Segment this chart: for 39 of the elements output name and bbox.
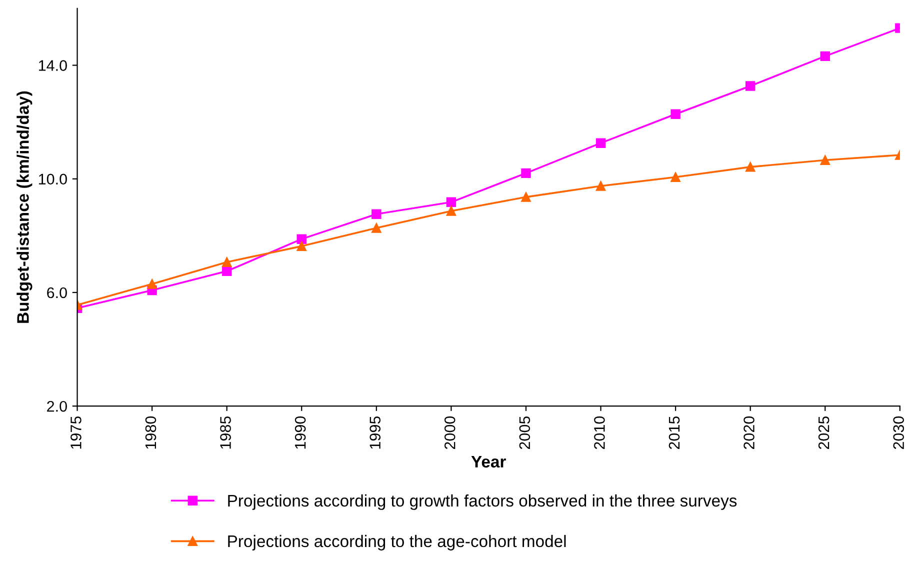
point bbox=[147, 279, 157, 289]
x-tick-label: 2030 bbox=[893, 416, 904, 450]
point bbox=[670, 172, 680, 182]
x-tick-label: 1995 bbox=[370, 416, 381, 449]
point bbox=[372, 209, 382, 219]
y-tick-label: 10.0 bbox=[38, 174, 67, 185]
point bbox=[222, 266, 232, 276]
point bbox=[820, 155, 830, 165]
legend-label: Projections according to the age-cohort model bbox=[228, 534, 566, 550]
x-tick-label: 2005 bbox=[519, 416, 530, 450]
point bbox=[745, 81, 756, 91]
point bbox=[446, 197, 456, 208]
point bbox=[521, 192, 531, 202]
point bbox=[745, 162, 756, 172]
x-tick-label: 1990 bbox=[294, 416, 306, 449]
point bbox=[446, 206, 456, 216]
point bbox=[296, 241, 306, 252]
y-tick-label: 2.0 bbox=[47, 400, 67, 412]
y-tick-label: 6.0 bbox=[47, 287, 67, 298]
legend-label: Projections according to growth factors observed in the three surveys bbox=[228, 494, 737, 510]
x-tick-label: 2025 bbox=[818, 416, 830, 450]
x-tick-label: 2010 bbox=[594, 416, 605, 450]
point bbox=[820, 51, 830, 62]
point bbox=[670, 109, 680, 119]
y-tick-label: 14.0 bbox=[38, 60, 67, 71]
point bbox=[296, 234, 306, 244]
y-axis-title: Budget-distance (km/ind/day) bbox=[16, 91, 32, 323]
x-tick-label: 2020 bbox=[744, 416, 754, 450]
x-tick-label: 1975 bbox=[70, 416, 82, 449]
x-tick-label: 1985 bbox=[220, 416, 231, 449]
point bbox=[222, 257, 232, 267]
point bbox=[372, 223, 382, 233]
point bbox=[521, 168, 531, 178]
x-tick-label: 1980 bbox=[145, 416, 156, 449]
x-axis-title: Year bbox=[471, 456, 506, 468]
point bbox=[596, 138, 606, 148]
x-tick-label: 2015 bbox=[668, 416, 680, 450]
point bbox=[596, 181, 606, 191]
x-tick-label: 2000 bbox=[444, 416, 456, 450]
